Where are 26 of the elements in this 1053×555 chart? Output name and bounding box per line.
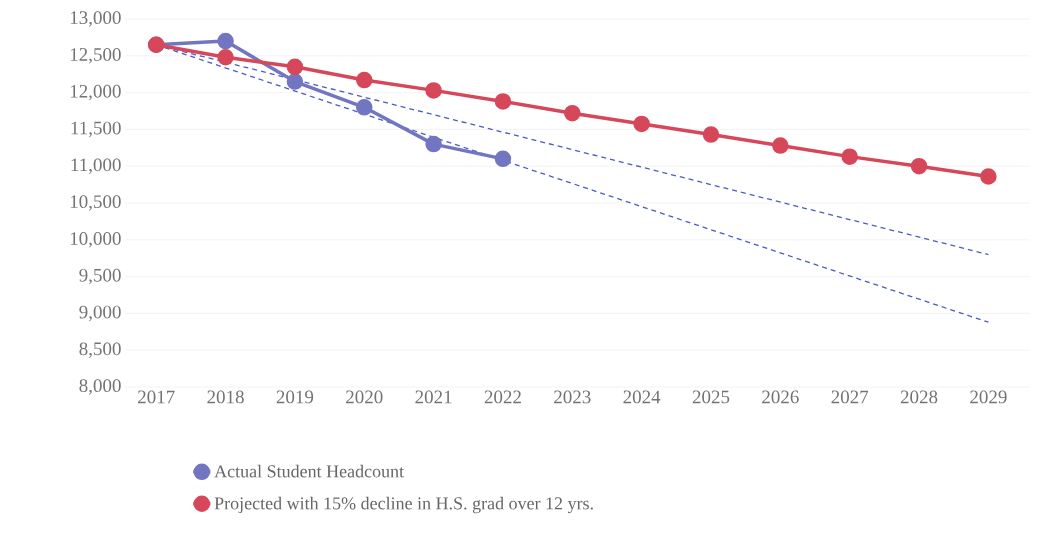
y-tick-label: 12,000 xyxy=(70,84,121,101)
x-tick-label: 2019 xyxy=(276,390,314,404)
legend-label: Projected with 15% decline in H.S. grad over 12 yrs. xyxy=(214,496,593,514)
y-tick-label: 11,000 xyxy=(71,158,121,174)
legend-label: Actual Student Headcount xyxy=(214,464,404,478)
x-tick-label: 2017 xyxy=(138,390,175,404)
y-tick-label: 11,500 xyxy=(71,121,121,138)
x-tick-label: 2029 xyxy=(970,390,1007,404)
y-tick-label: 9,500 xyxy=(79,268,121,285)
y-tick-label: 8,000 xyxy=(79,379,121,395)
x-tick-label: 2020 xyxy=(346,390,383,404)
x-tick-label: 2024 xyxy=(623,390,661,404)
x-tick-label: 2026 xyxy=(762,390,799,404)
x-tick-label: 2022 xyxy=(484,390,521,404)
y-tick-label: 8,500 xyxy=(79,342,121,358)
y-tick-label: 13,000 xyxy=(70,11,121,27)
x-tick-label: 2025 xyxy=(692,390,730,404)
y-tick-label: 12,500 xyxy=(70,48,121,64)
x-tick-label: 2018 xyxy=(207,390,244,404)
x-tick-label: 2028 xyxy=(900,390,938,404)
y-tick-label: 9,000 xyxy=(79,305,121,322)
y-tick-label: 10,500 xyxy=(70,195,121,211)
y-tick-label: 10,000 xyxy=(70,232,121,248)
x-tick-label: 2027 xyxy=(831,390,869,404)
x-tick-label: 2021 xyxy=(415,390,452,404)
x-tick-label: 2023 xyxy=(554,390,591,404)
